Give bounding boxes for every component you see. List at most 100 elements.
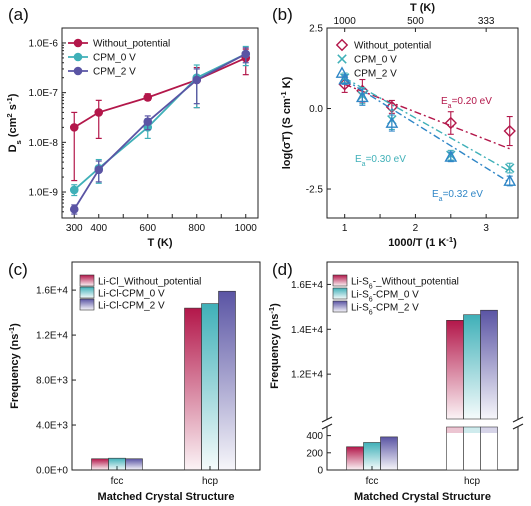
data-point <box>69 204 79 214</box>
legend-marker <box>73 66 83 76</box>
x-tick-label: fcc <box>111 476 124 487</box>
panel-label: (d) <box>272 260 293 279</box>
y-tick-label: 1.6E+4 <box>36 286 68 297</box>
x-tick-label: 3 <box>483 223 489 234</box>
x-tick-label: 400 <box>90 223 107 234</box>
legend-swatch <box>79 274 95 287</box>
bar-hcp-upper <box>463 314 481 420</box>
y-tick-label: -2.5 <box>306 185 324 196</box>
y-tick-label: 1.0E-7 <box>29 88 59 99</box>
data-point <box>143 117 153 127</box>
y-tick-label: 1.6E+4 <box>291 280 323 291</box>
y-tick-label: 1.0E-9 <box>29 188 59 199</box>
data-point <box>69 123 79 132</box>
bar-hcp-upper <box>446 320 464 420</box>
data-point <box>69 185 79 195</box>
bar-hcp-lower <box>480 426 498 471</box>
plot-frame <box>326 27 519 219</box>
bar-hcp-lower-tint <box>446 427 464 433</box>
legend-swatch <box>332 287 348 300</box>
legend-label: CPM_0 V <box>93 53 136 64</box>
y-tick-label: 1.0E-8 <box>29 138 59 149</box>
y-tick-label: 0.0 <box>309 104 323 115</box>
data-point <box>241 49 251 59</box>
y-tick-label: 1.0E-6 <box>29 38 59 49</box>
legend-marker <box>335 38 349 52</box>
plot-frame <box>61 27 259 219</box>
bar-fcc <box>346 446 364 471</box>
x-tick-label: 800 <box>188 223 205 234</box>
data-point <box>444 116 457 130</box>
y-axis-title: Ds (cm2 s-1) <box>5 93 23 152</box>
legend-label: Li-S6-CPM_2 V <box>351 303 419 317</box>
bar-hcp-upper <box>480 309 498 420</box>
x-tick-label: fcc <box>366 476 379 487</box>
series-Without_potential <box>338 75 516 150</box>
panel-c: (c) 0.0E+0 4.0E+3 8.0E+3 1.2E+4 1.6E+4 fcc hcp L… <box>7 260 261 503</box>
y-axis-title: Frequency (ns-1) <box>7 323 22 409</box>
series-CPM_2 V <box>69 47 251 215</box>
panel-label: (b) <box>272 5 293 24</box>
y-tick-label: 400 <box>306 431 323 442</box>
data-point <box>338 78 351 91</box>
y-tick-label: 0 <box>317 466 323 477</box>
data-point <box>192 75 202 85</box>
x-axis-title: T (K) <box>147 237 172 249</box>
x-axis-title: 1000/T (1 K-1) <box>388 235 457 250</box>
data-point <box>503 124 516 138</box>
x-tick-label: 300 <box>66 223 83 234</box>
y-tick-label: 200 <box>306 448 323 459</box>
x-tick-label: 1000 <box>235 223 258 234</box>
top-x-axis-title: T (K) <box>410 2 435 14</box>
bar-hcp-lower <box>463 426 481 471</box>
marker-stroke <box>504 163 515 173</box>
legend-label: Li-S6-CPM_0 V <box>351 290 419 304</box>
legend-label: Li-Cl-CPM_2 V <box>98 301 165 312</box>
bar-hcp-lower-tint <box>463 427 481 433</box>
bar-fcc <box>380 436 398 471</box>
y-tick-label: 4.0E+3 <box>36 421 68 432</box>
data-point <box>444 150 458 162</box>
y-tick-label: 8.0E+3 <box>36 376 68 387</box>
panel-b: (b) 1 2 3 1000 500 333 T (K) 2.5 0.0 -2.5 1000/T (1… <box>272 2 519 250</box>
bar-hcp-lower-tint <box>480 427 498 433</box>
legend-swatch <box>332 300 348 313</box>
bar-fcc <box>108 457 126 471</box>
legend-marker <box>335 66 349 78</box>
data-point <box>385 116 399 128</box>
legend-label: CPM_2 V <box>93 67 136 78</box>
y-tick-label: 1.2E+4 <box>36 331 68 342</box>
legend-label: Li-Cl_Without_potential <box>98 277 201 288</box>
legend-swatch <box>79 298 95 311</box>
top-x-tick-label: 500 <box>407 16 424 27</box>
bar-fcc <box>91 458 109 471</box>
data-point <box>143 93 153 102</box>
x-axis-title: Matched Crystal Structure <box>98 491 235 503</box>
data-point <box>94 108 104 117</box>
fit-line <box>344 77 511 172</box>
legend-label: Li-S6-_Without_potential <box>351 277 459 291</box>
top-x-tick-label: 1000 <box>334 16 357 27</box>
axis-break-mark <box>512 416 524 423</box>
bar-fcc <box>363 442 381 471</box>
x-tick-label: 2 <box>413 223 419 234</box>
x-tick-label: 600 <box>139 223 156 234</box>
y-tick-label: 2.5 <box>309 24 323 35</box>
marker-stroke <box>337 54 347 64</box>
bar-hcp <box>201 303 219 471</box>
y-axis-title: Frequency (ns-1) <box>267 303 282 389</box>
data-point <box>355 90 369 103</box>
data-point <box>338 72 352 85</box>
legend-label: Li-Cl-CPM_0 V <box>98 289 165 300</box>
y-tick-label: 1.4E+4 <box>291 325 323 336</box>
bar-hcp <box>184 307 202 471</box>
legend-swatch <box>332 274 348 287</box>
y-tick-label: 0.0E+0 <box>36 466 68 477</box>
data-point <box>94 165 104 175</box>
y-tick-label: 1.2E+4 <box>291 370 323 381</box>
x-tick-label: 1 <box>342 223 348 234</box>
axis-break-mark <box>512 423 524 430</box>
top-x-tick-label: 333 <box>478 16 495 27</box>
fit-line <box>344 83 510 150</box>
